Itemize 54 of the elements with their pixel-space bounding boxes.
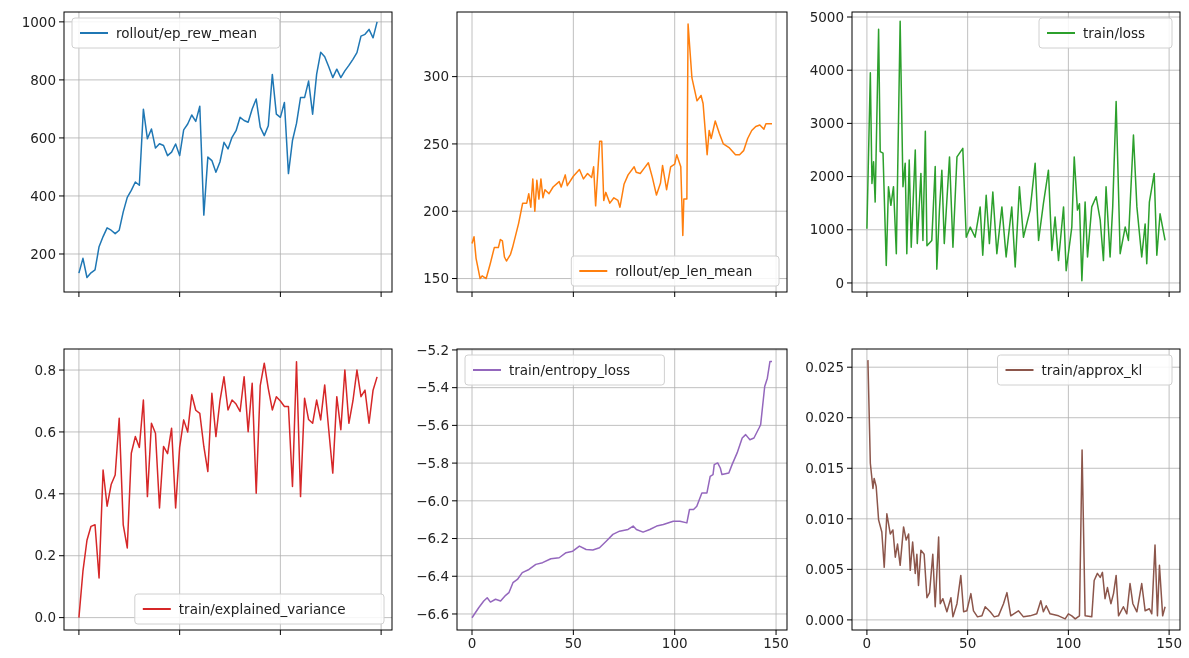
legend-label: train/loss [1083,24,1146,41]
y-tick-label: 0.025 [805,358,844,375]
y-tick-label: 2000 [809,168,844,185]
y-tick-label: 0.020 [805,409,844,426]
x-tick-label: 50 [959,635,977,651]
legend-label: rollout/ep_rew_mean [116,24,257,41]
legend-label: train/explained_variance [178,600,346,617]
y-tick-label: 0.010 [805,510,844,527]
y-tick-label: −5.4 [416,379,449,396]
y-tick-label: −5.8 [416,454,449,471]
line-series [78,360,378,619]
x-tick-label: 50 [564,635,582,651]
y-tick-label: 400 [30,187,56,204]
y-tick-label: 0.6 [34,423,56,440]
y-tick-label: 200 [423,202,449,219]
y-tick-label: 0.8 [34,361,56,378]
y-tick-label: 250 [423,135,449,152]
y-tick-label: 800 [30,71,56,88]
y-tick-label: −6.6 [416,605,449,622]
y-tick-label: 200 [30,245,56,262]
y-tick-label: 0.005 [805,561,844,578]
x-tick-label: 100 [661,635,688,651]
legend-label: train/approx_kl [1041,361,1143,378]
y-tick-label: 600 [30,129,56,146]
y-tick-label: 5000 [809,8,844,25]
y-tick-label: 3000 [809,115,844,132]
y-tick-label: 0.4 [34,485,56,502]
y-tick-label: 1000 [809,221,844,238]
line-series [471,23,773,280]
x-tick-label: 100 [1055,635,1082,651]
x-tick-label: 0 [467,635,477,651]
y-tick-label: 1000 [21,13,56,30]
legend-label: train/entropy_loss [509,361,631,378]
y-tick-label: 150 [423,270,449,287]
y-tick-label: 4000 [809,61,844,78]
line-series [866,20,1166,282]
line-series [471,360,773,619]
x-tick-label: 150 [763,635,789,651]
y-tick-label: −5.6 [416,417,449,434]
legend-label: rollout/ep_len_mean [615,262,753,279]
y-tick-label: −6.0 [416,492,449,509]
y-tick-label: 0.2 [34,547,56,564]
x-tick-label: 150 [1156,635,1183,651]
y-tick-label: 0.015 [805,460,844,476]
x-tick-label: 0 [862,635,872,651]
y-tick-label: 0.0 [34,609,56,626]
y-tick-label: −5.2 [416,341,449,358]
y-tick-label: 300 [423,68,449,85]
line-series [867,359,1166,620]
y-tick-label: −6.2 [416,530,449,547]
line-series [78,21,378,279]
y-tick-label: 0 [835,274,844,291]
y-tick-label: 0.000 [805,611,844,628]
y-tick-label: −6.4 [416,567,449,584]
